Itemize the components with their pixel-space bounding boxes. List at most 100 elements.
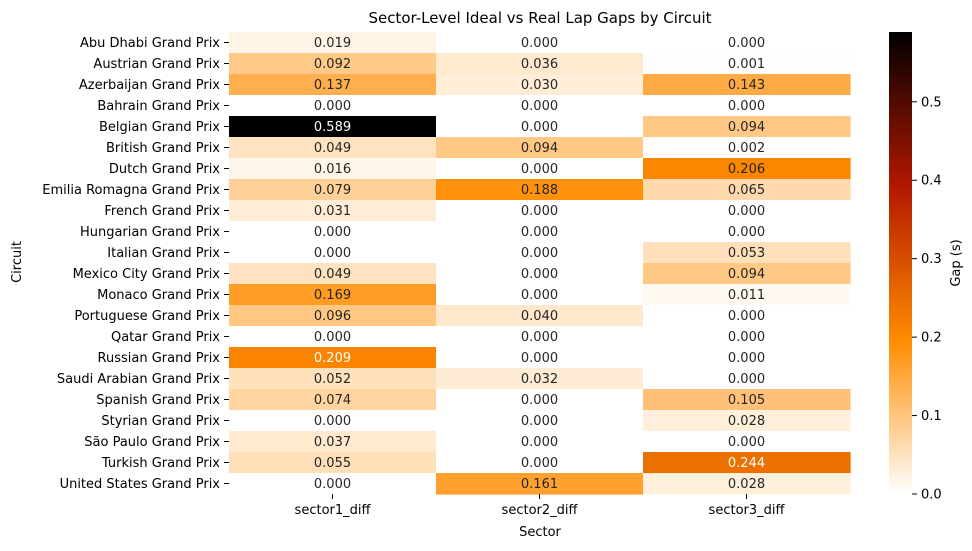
row-tick-label: Qatar Grand Prix (111, 330, 220, 345)
heatmap-cell (436, 221, 644, 243)
heatmap-cell (643, 116, 851, 138)
heatmap-cell (643, 347, 851, 369)
cell-value-label: 0.000 (314, 225, 351, 240)
cell-value-label: 0.000 (728, 99, 765, 114)
heatmap-cell (436, 242, 644, 264)
heatmap-cell (229, 158, 437, 180)
cell-value-label: 0.053 (728, 246, 765, 261)
cell-value-label: 0.000 (521, 99, 558, 114)
heatmap-cell (643, 221, 851, 243)
cell-value-label: 0.000 (728, 36, 765, 51)
heatmap-cell (436, 284, 644, 306)
heatmap-cell (229, 32, 437, 54)
cell-value-label: 0.105 (728, 393, 765, 408)
colorbar-label: Gap (s) (949, 239, 964, 286)
row-tick-label: Hungarian Grand Prix (80, 225, 220, 240)
cell-value-label: 0.161 (521, 477, 558, 492)
heatmap-cell (229, 263, 437, 285)
heatmap-cell (643, 326, 851, 348)
heatmap-cell (436, 53, 644, 75)
colorbar-gradient (889, 32, 912, 494)
cell-value-label: 0.028 (728, 477, 765, 492)
heatmap-cell (229, 137, 437, 159)
heatmap-cell (643, 95, 851, 117)
column-tick-label: sector2_diff (502, 503, 579, 518)
cell-value-label: 0.092 (314, 57, 351, 72)
heatmap-cell (229, 179, 437, 201)
cell-value-label: 0.000 (521, 225, 558, 240)
heatmap-cell (436, 473, 644, 495)
heatmap-cell (643, 305, 851, 327)
cell-value-label: 0.000 (728, 330, 765, 345)
y-axis-label: Circuit (10, 241, 25, 283)
row-tick-labels: Abu Dhabi Grand Prix Austrian Grand Prix A… (42, 36, 229, 492)
heatmap-cell (643, 284, 851, 306)
heatmap-cell (643, 179, 851, 201)
cell-value-label: 0.000 (314, 477, 351, 492)
heatmap-cell (229, 368, 437, 390)
row-tick-label: Italian Grand Prix (107, 246, 220, 261)
column-tick-label: sector3_diff (709, 503, 786, 518)
heatmap-cell (643, 32, 851, 54)
x-axis-label: Sector (519, 525, 561, 540)
heatmap-cell (436, 32, 644, 54)
cell-value-label: 0.000 (521, 36, 558, 51)
colorbar-tick-label: 0.2 (921, 331, 942, 346)
colorbar-tick-label: 0.5 (921, 95, 942, 110)
cell-value-label: 0.019 (314, 36, 351, 51)
cell-value-label: 0.001 (728, 57, 765, 72)
cell-value-label: 0.074 (314, 393, 351, 408)
heatmap-cell (643, 473, 851, 495)
cell-value-label: 0.169 (314, 288, 351, 303)
heatmap-cell (229, 473, 437, 495)
cell-value-label: 0.049 (314, 141, 351, 156)
cell-value-label: 0.002 (728, 141, 765, 156)
cell-value-label: 0.000 (728, 435, 765, 450)
cell-value-label: 0.065 (728, 183, 765, 198)
cell-value-label: 0.143 (728, 78, 765, 93)
row-tick-label: Austrian Grand Prix (93, 57, 220, 72)
heatmap-cell (229, 305, 437, 327)
heatmap-cells: 0.019 0.000 0.000 0.092 0.036 0.001 0.137 0.030… (229, 32, 851, 495)
cell-value-label: 0.000 (314, 246, 351, 261)
cell-value-label: 0.011 (728, 288, 765, 303)
cell-value-label: 0.589 (314, 120, 351, 135)
cell-value-label: 0.000 (314, 99, 351, 114)
cell-value-label: 0.000 (314, 414, 351, 429)
colorbar-tick-label: 0.1 (921, 409, 942, 424)
heatmap-cell (643, 431, 851, 453)
cell-value-label: 0.016 (314, 162, 351, 177)
heatmap-cell (436, 158, 644, 180)
cell-value-label: 0.031 (314, 204, 351, 219)
heatmap-cell (229, 326, 437, 348)
row-tick-label: Monaco Grand Prix (97, 288, 220, 303)
heatmap-cell (643, 137, 851, 159)
row-tick-label: French Grand Prix (104, 204, 220, 219)
cell-value-label: 0.037 (314, 435, 351, 450)
chart-title: Sector-Level Ideal vs Real Lap Gaps by C… (368, 9, 711, 27)
cell-value-label: 0.188 (521, 183, 558, 198)
row-tick-label: Styrian Grand Prix (101, 414, 220, 429)
cell-value-label: 0.206 (728, 162, 765, 177)
row-tick-label: Emilia Romagna Grand Prix (42, 183, 220, 198)
cell-value-label: 0.000 (521, 162, 558, 177)
cell-value-label: 0.052 (314, 372, 351, 387)
row-tick-label: Portuguese Grand Prix (74, 309, 220, 324)
row-tick-label: British Grand Prix (106, 141, 220, 156)
heatmap-cell (436, 347, 644, 369)
row-tick-label: Turkish Grand Prix (101, 456, 220, 471)
cell-value-label: 0.209 (314, 351, 351, 366)
cell-value-label: 0.094 (521, 141, 558, 156)
cell-value-label: 0.000 (521, 204, 558, 219)
cell-value-label: 0.000 (521, 351, 558, 366)
heatmap-cell (436, 431, 644, 453)
heatmap-cell (229, 74, 437, 96)
heatmap-cell (643, 242, 851, 264)
cell-value-label: 0.036 (521, 57, 558, 72)
cell-value-label: 0.000 (314, 330, 351, 345)
heatmap-cell (643, 410, 851, 432)
heatmap-cell (436, 452, 644, 474)
colorbar: 0.0 0.1 0.2 0.3 0.4 0.5 Gap (s) (889, 32, 964, 503)
